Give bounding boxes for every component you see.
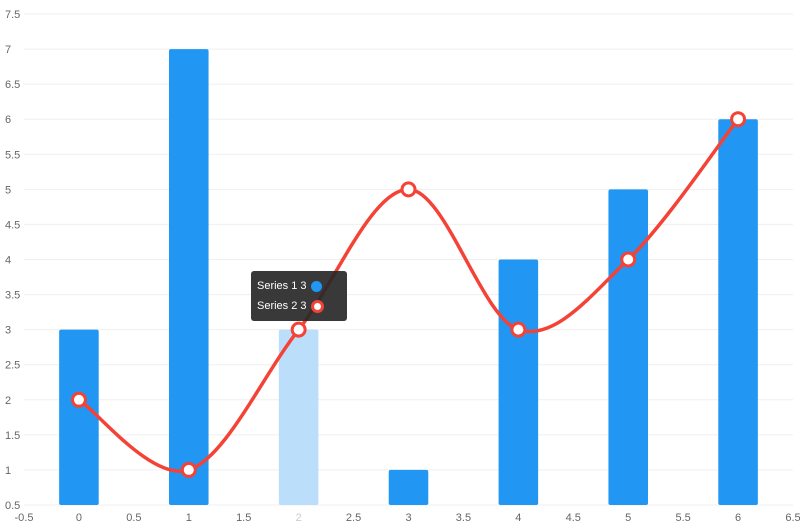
x-tick-label: 4 [515,512,521,524]
line-point-4[interactable] [510,321,527,338]
y-tick-label: 2.5 [5,360,20,372]
bar-4[interactable] [498,259,539,506]
y-tick-label: 4.5 [5,219,20,231]
bar-series [59,49,758,505]
line-point-6[interactable] [730,111,747,128]
tooltip-marker-series-2 [310,299,324,313]
x-tick-label: 1 [186,512,192,524]
bar-0[interactable] [59,329,99,505]
y-tick-label: 5 [5,184,11,196]
bar-3[interactable] [388,469,429,505]
x-tick-label: 3 [405,512,411,524]
line-points [70,111,747,478]
x-tick-label: 0 [76,512,82,524]
tooltip-marker-series-1 [310,280,322,292]
y-tick-label: 1 [5,465,11,477]
y-tick-label: 2 [5,395,11,407]
bar-2[interactable] [278,329,319,505]
line-point-2[interactable] [290,321,307,338]
bar-1[interactable] [169,49,209,505]
y-tick-label: 3 [5,325,11,337]
y-tick-label: 4 [5,255,11,267]
line-point-3[interactable] [400,181,417,198]
y-tick-label: 5.5 [5,149,20,161]
x-tick-label: 6 [735,512,741,524]
x-tick-label: 2.5 [346,512,361,524]
x-tick-label: -0.5 [15,512,34,524]
x-tick-label: 1.5 [236,512,251,524]
tooltip: Series 1 3 Series 2 3 [251,271,347,321]
tooltip-row-series-1: Series 1 3 [257,276,341,296]
x-tick-label: 2 [296,512,302,524]
y-tick-label: 0.5 [5,500,20,512]
x-tick-label: 5 [625,512,631,524]
tooltip-text-series-2: Series 2 3 [257,300,307,312]
tooltip-row-series-2: Series 2 3 [257,296,341,316]
y-tick-label: 7.5 [5,9,20,21]
line-point-0[interactable] [70,391,87,408]
grid [24,13,793,506]
y-tick-label: 7 [5,44,11,56]
y-axis: 0.5 1 1.5 2 2.5 3 3.5 4 4.5 5 5.5 6 6.5 7 7.5 [5,9,20,512]
line-point-1[interactable] [180,461,197,478]
y-tick-label: 6.5 [5,79,20,91]
y-tick-label: 1.5 [5,430,20,442]
y-tick-label: 3.5 [5,290,20,302]
x-tick-label: 0.5 [126,512,141,524]
line-point-5[interactable] [620,251,637,268]
bar-6[interactable] [718,119,758,505]
bar-5[interactable] [608,189,648,505]
x-tick-label: 6.5 [785,512,800,524]
x-tick-label: 4.5 [566,512,581,524]
tooltip-text-series-1: Series 1 3 [257,280,307,292]
x-tick-label: 5.5 [675,512,690,524]
x-tick-label: 3.5 [456,512,471,524]
x-axis: -0.5 0 0.5 1 1.5 2 2.5 3 3.5 4 4.5 5 5.5 6 6.5 [15,512,800,524]
y-tick-label: 6 [5,114,11,126]
